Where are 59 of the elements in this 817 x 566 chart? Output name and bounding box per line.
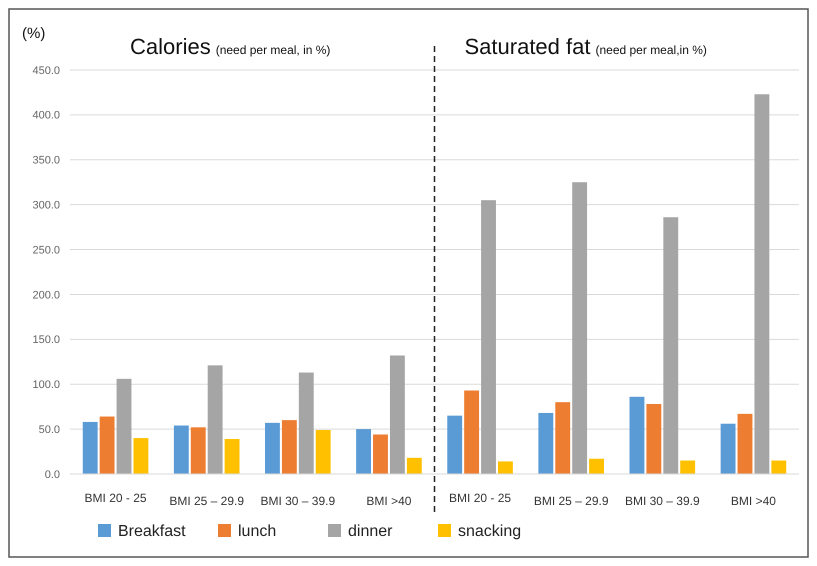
bar — [498, 461, 513, 474]
bar — [316, 430, 331, 474]
text: Saturated fat — [464, 34, 590, 59]
bar — [356, 429, 372, 474]
bar — [190, 427, 206, 474]
y-tick-label: 300.0 — [32, 200, 60, 212]
y-tick-label: 450.0 — [32, 64, 60, 77]
bar — [282, 420, 297, 474]
bar — [133, 438, 148, 474]
bar — [481, 200, 496, 474]
legend-label: Breakfast — [118, 523, 186, 540]
text: (need per meal, in %) — [216, 43, 330, 57]
bar — [82, 422, 98, 474]
x-tick-label: BMI 30 – 39.9 — [624, 494, 700, 508]
bar — [464, 390, 480, 474]
bar — [754, 94, 770, 474]
bar — [174, 426, 189, 474]
y-tick-label: 0.0 — [44, 468, 60, 481]
bar — [720, 424, 736, 474]
bar — [630, 396, 644, 474]
bar — [265, 422, 280, 474]
y-tick-label: 50.0 — [38, 424, 60, 436]
bar — [589, 458, 604, 474]
x-tick-label: BMI 20 - 25 — [449, 491, 512, 505]
bar — [373, 434, 388, 474]
text: (need per meal,in %) — [595, 43, 707, 57]
x-tick-label: BMI 25 – 29.9 — [169, 494, 244, 508]
legend-label: dinner — [348, 523, 394, 540]
bar — [100, 416, 115, 474]
bar — [663, 217, 678, 474]
bar — [224, 438, 240, 474]
bar — [555, 402, 570, 474]
bar — [680, 460, 696, 474]
bar — [298, 372, 314, 474]
x-tick-label: BMI >40 — [730, 494, 776, 508]
bar — [538, 412, 554, 474]
bar — [406, 458, 422, 474]
legend-label: lunch — [238, 523, 276, 540]
bar — [572, 182, 588, 474]
y-tick-label: 250.0 — [32, 244, 60, 256]
legend-label: snacking — [458, 523, 522, 540]
bar — [447, 416, 462, 474]
y-tick-label: 150.0 — [32, 334, 60, 346]
x-tick-label: BMI 30 – 39.9 — [260, 494, 336, 508]
y-axis-title: (%) — [22, 25, 46, 42]
bar — [738, 414, 752, 474]
y-tick-label: 100.0 — [32, 379, 60, 392]
bar — [116, 378, 132, 474]
bar — [771, 460, 786, 474]
y-tick-label: 400.0 — [32, 110, 60, 122]
text: Calories — [130, 34, 211, 59]
x-tick-label: BMI 20 - 25 — [84, 491, 147, 505]
y-tick-label: 200.0 — [32, 289, 60, 302]
x-tick-label: BMI >40 — [366, 494, 412, 508]
bar — [646, 404, 662, 474]
x-tick-label: BMI 25 – 29.9 — [534, 494, 609, 508]
bar — [390, 355, 405, 474]
y-tick-label: 350.0 — [32, 154, 60, 167]
bar — [208, 365, 223, 474]
